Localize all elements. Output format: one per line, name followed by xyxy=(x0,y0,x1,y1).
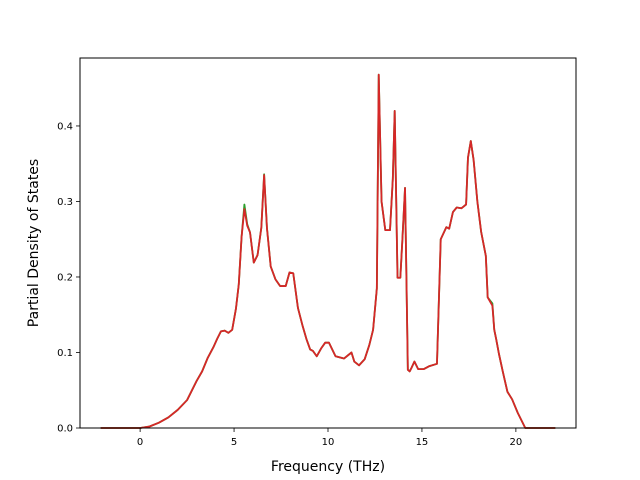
x-tick-label: 15 xyxy=(416,437,429,448)
series-line-2 xyxy=(100,73,556,429)
x-tick-label: 20 xyxy=(510,437,523,448)
x-tick-label: 5 xyxy=(231,437,237,448)
x-tick-label: 10 xyxy=(322,437,335,448)
plot-area-frame xyxy=(79,57,577,429)
y-axis-label: Partial Density of States xyxy=(26,159,42,327)
y-tick-label: 0.2 xyxy=(57,272,73,283)
x-axis-ticks: 0 5 10 15 20 xyxy=(137,428,522,448)
y-tick-label: 0.1 xyxy=(57,348,73,359)
series-layer xyxy=(100,73,556,429)
y-tick-label: 0.4 xyxy=(57,121,73,132)
y-axis-ticks: 0.0 0.1 0.2 0.3 0.4 xyxy=(57,121,80,435)
y-tick-label: 0.0 xyxy=(57,424,73,435)
series-line-1 xyxy=(100,73,556,429)
x-tick-label: 0 xyxy=(137,437,143,448)
x-axis-label: Frequency (THz) xyxy=(271,459,385,475)
y-tick-label: 0.3 xyxy=(57,197,73,208)
